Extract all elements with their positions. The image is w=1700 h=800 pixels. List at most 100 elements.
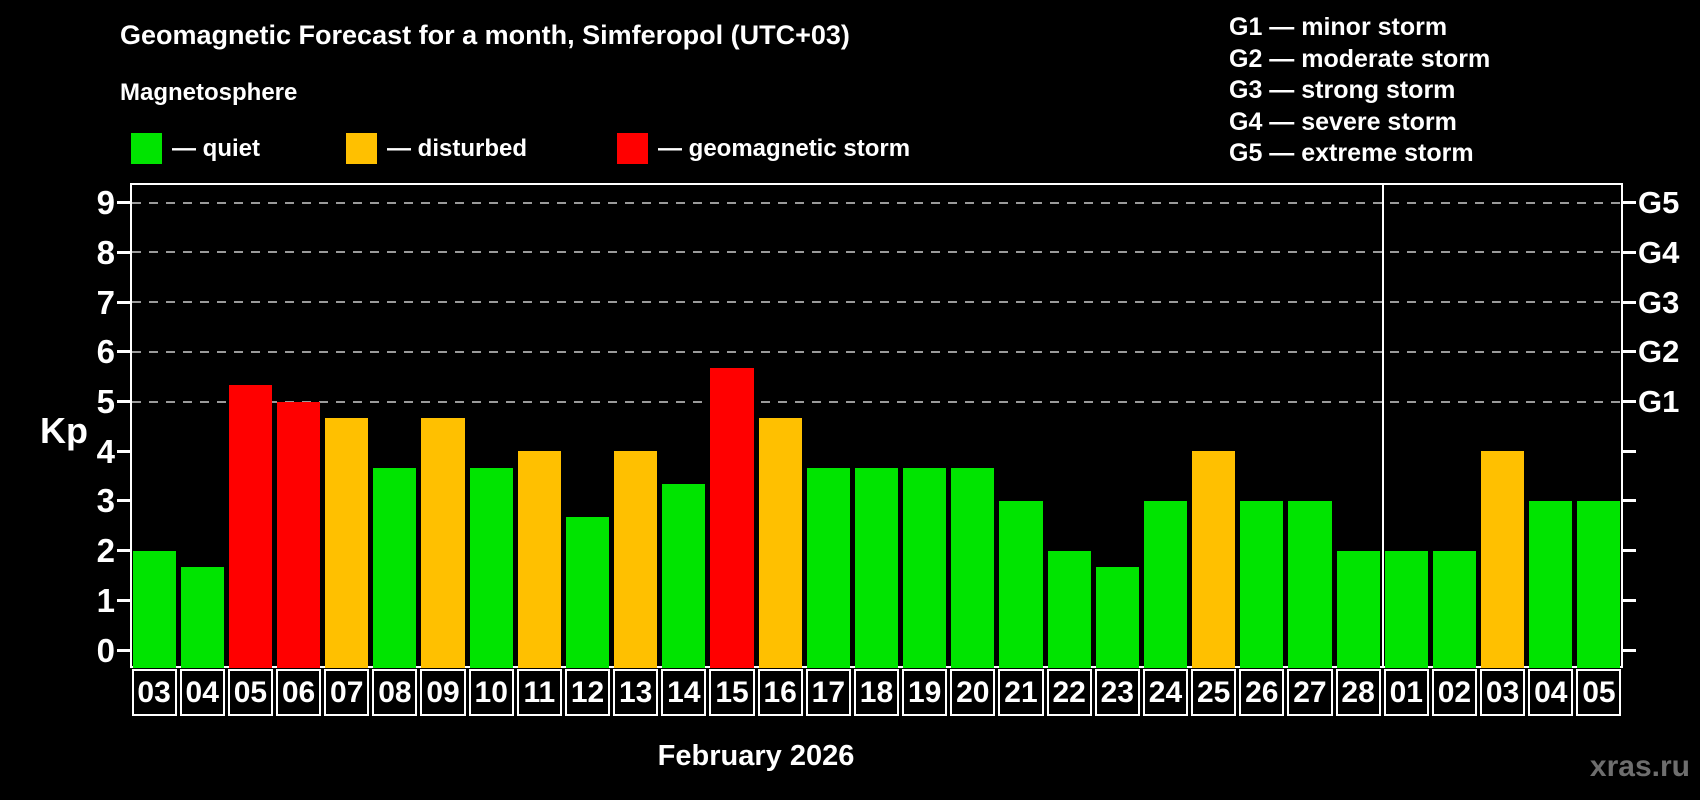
left-tick-4	[117, 449, 130, 453]
day-label-box: 06	[275, 669, 322, 716]
g3-legend-row: G3 — strong storm	[1229, 76, 1456, 104]
kp-bar-day-12	[565, 517, 610, 668]
day-label-box: 11	[516, 669, 562, 716]
kp-bar-day-20	[951, 467, 995, 668]
legend-label-disturbed: — disturbed	[387, 134, 528, 162]
day-label-box: 27	[1287, 669, 1333, 716]
month-separator-line	[1382, 183, 1385, 668]
day-label-box: 02	[1431, 669, 1477, 716]
g1-legend-row: G1 — minor storm	[1229, 13, 1448, 41]
kp-bar-day-18	[854, 467, 899, 668]
day-label-box: 05	[1576, 669, 1622, 716]
watermark: xras.ru	[1589, 750, 1690, 783]
y-tick-label-5: 5	[96, 383, 115, 420]
kp-bar-day-05	[1577, 500, 1621, 668]
kp-bar-day-28	[1336, 550, 1380, 668]
kp-bar-day-04	[180, 567, 224, 668]
day-label-box: 25	[1191, 669, 1237, 716]
day-label-box: 10	[468, 669, 514, 716]
kp-bar-day-02	[1432, 550, 1476, 668]
right-tick-3	[1623, 499, 1636, 503]
right-tick-5	[1623, 400, 1636, 403]
storm-color-swatch	[617, 133, 648, 164]
day-label-box: 28	[1335, 669, 1381, 716]
gridline-kp9	[132, 201, 1621, 204]
kp-bar-day-17	[806, 467, 850, 668]
day-label-box: 23	[1094, 669, 1140, 716]
day-label-box: 12	[564, 669, 611, 716]
day-label-box: 03	[131, 669, 177, 716]
kp-bar-day-01	[1384, 550, 1428, 668]
day-label-box: 17	[805, 669, 851, 716]
left-tick-2	[117, 549, 130, 553]
x-axis-title: February 2026	[657, 740, 855, 772]
g5-legend-row: G5 — extreme storm	[1229, 139, 1474, 167]
day-label-box: 26	[1239, 669, 1285, 716]
kp-bar-day-05	[228, 385, 272, 668]
gridline-kp7	[132, 301, 1621, 304]
day-label-box: 08	[372, 669, 418, 716]
legend-item-storm: — geomagnetic storm	[617, 133, 910, 164]
kp-bar-day-11	[517, 451, 561, 668]
kp-bar-day-08	[373, 467, 417, 668]
kp-bar-day-22	[1047, 550, 1091, 668]
g-scale-label-g5: G5	[1638, 185, 1680, 221]
kp-bar-day-03	[132, 550, 176, 668]
gridline-kp6	[132, 350, 1621, 353]
right-tick-6	[1623, 350, 1636, 354]
right-tick-9	[1623, 201, 1636, 205]
kp-bar-day-07	[325, 417, 369, 668]
left-tick-3	[117, 499, 130, 503]
day-label-box: 04	[179, 669, 225, 716]
left-tick-1	[117, 598, 130, 602]
left-tick-9	[117, 201, 130, 205]
kp-bar-day-16	[758, 417, 802, 668]
kp-bar-day-06	[276, 401, 321, 668]
day-label-box: 16	[757, 669, 803, 716]
kp-bar-day-27	[1288, 500, 1332, 668]
right-tick-2	[1623, 549, 1636, 553]
legend-item-disturbed: — disturbed	[346, 133, 527, 164]
kp-bar-day-15	[710, 368, 754, 668]
y-tick-label-3: 3	[96, 482, 115, 520]
storm-scale-legend: G1 — minor storm G2 — moderate storm G3 …	[1229, 12, 1490, 170]
day-label-box: 15	[709, 669, 755, 716]
y-tick-label-6: 6	[96, 333, 115, 371]
g-scale-label-g4: G4	[1638, 234, 1680, 270]
right-tick-0	[1623, 648, 1636, 652]
legend-label-quiet: — quiet	[172, 134, 260, 162]
day-label-box: 03	[1480, 669, 1526, 716]
g2-legend-row: G2 — moderate storm	[1229, 44, 1491, 73]
kp-bar-day-21	[999, 500, 1043, 668]
day-label-box: 21	[998, 669, 1044, 716]
y-tick-label-9: 9	[96, 184, 115, 222]
kp-bar-day-19	[903, 467, 947, 668]
g-scale-label-g2: G2	[1638, 334, 1680, 370]
y-tick-label-2: 2	[96, 532, 115, 570]
kp-bar-day-23	[1095, 567, 1139, 668]
day-label-box: 01	[1383, 669, 1429, 716]
kp-bar-day-25	[1192, 451, 1236, 668]
legend-label-storm: — geomagnetic storm	[658, 134, 911, 162]
left-tick-8	[117, 250, 130, 254]
left-tick-5	[117, 400, 130, 403]
y-tick-label-8: 8	[96, 233, 115, 271]
kp-bar-day-10	[469, 467, 513, 668]
day-label-box: 14	[661, 669, 707, 716]
magnetosphere-label: Magnetosphere	[120, 79, 298, 106]
day-label-box: 04	[1528, 669, 1574, 716]
g-scale-label-g3: G3	[1638, 284, 1680, 320]
y-tick-label-4: 4	[96, 432, 115, 470]
right-tick-7	[1623, 300, 1636, 304]
gridline-kp5	[132, 400, 1621, 403]
quiet-color-swatch	[131, 133, 162, 164]
right-tick-1	[1623, 598, 1636, 602]
g4-legend-row: G4 — severe storm	[1229, 107, 1457, 136]
day-label-box: 05	[227, 669, 273, 716]
chart-title: Geomagnetic Forecast for a month, Simfer…	[120, 20, 850, 50]
kp-bar-day-03	[1481, 451, 1525, 668]
day-label-box: 09	[420, 669, 466, 716]
day-label-box: 24	[1142, 669, 1189, 716]
day-label-box: 19	[902, 669, 948, 716]
left-tick-6	[117, 350, 130, 354]
